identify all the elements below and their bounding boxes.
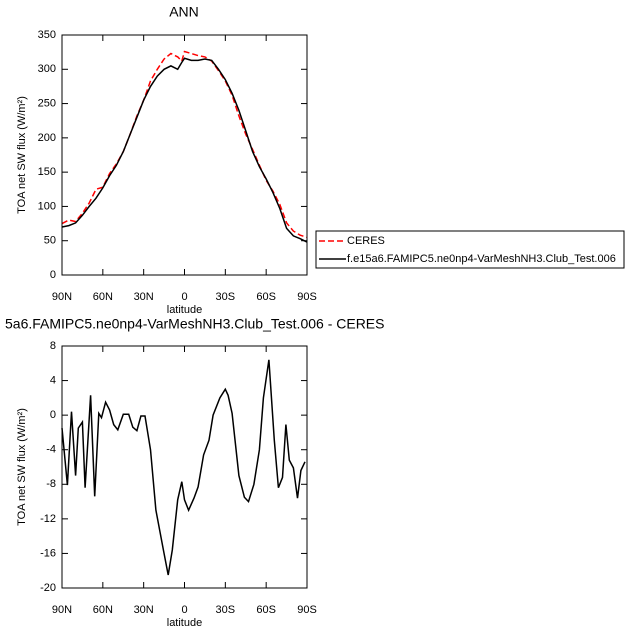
y-tick-label: 300 <box>38 63 56 75</box>
x-tick-label: 60N <box>93 604 113 616</box>
y-tick-label: 350 <box>38 29 56 41</box>
x-tick-label: 30S <box>216 291 236 303</box>
legend-label: CERES <box>347 235 385 247</box>
y-tick-label: 4 <box>50 374 56 386</box>
y-axis-label: TOA net SW flux (W/m²) <box>16 96 28 214</box>
x-tick-label: 90N <box>52 604 72 616</box>
y-tick-label: -12 <box>40 513 56 525</box>
y-tick-label: 8 <box>50 340 56 352</box>
x-tick-label: 0 <box>181 291 187 303</box>
series-line <box>61 57 308 243</box>
x-axis-label: latitude <box>167 617 202 629</box>
series-line <box>61 359 306 576</box>
x-tick-label: 90S <box>297 291 317 303</box>
series-line <box>61 50 308 239</box>
plot-frame <box>61 34 308 276</box>
x-tick-label: 30S <box>216 604 236 616</box>
y-tick-label: -8 <box>46 478 56 490</box>
y-tick-label: -20 <box>40 582 56 594</box>
y-tick-label: 150 <box>38 166 56 178</box>
x-tick-label: 90S <box>297 604 317 616</box>
y-tick-label: 250 <box>38 97 56 109</box>
chart-title: 5a6.FAMIPC5.ne0np4-VarMeshNH3.Club_Test.… <box>5 316 384 332</box>
y-axis-label: TOA net SW flux (W/m²) <box>16 408 28 526</box>
x-tick-label: 0 <box>181 604 187 616</box>
y-tick-label: 100 <box>38 200 56 212</box>
x-tick-label: 30N <box>134 604 154 616</box>
y-tick-label: 50 <box>44 235 56 247</box>
legend-label: f.e15a6.FAMIPC5.ne0np4-VarMeshNH3.Club_T… <box>347 253 616 265</box>
x-tick-label: 30N <box>134 291 154 303</box>
x-tick-label: 60S <box>256 604 276 616</box>
chart-title: ANN <box>169 4 199 20</box>
legend-box <box>315 230 625 269</box>
y-tick-label: 0 <box>50 269 56 281</box>
plot-frame <box>61 345 308 589</box>
y-tick-label: -16 <box>40 547 56 559</box>
y-tick-label: 0 <box>50 409 56 421</box>
y-tick-label: 200 <box>38 132 56 144</box>
x-tick-label: 90N <box>52 291 72 303</box>
x-tick-label: 60S <box>256 291 276 303</box>
x-axis-label: latitude <box>167 304 202 316</box>
y-tick-label: -4 <box>46 444 56 456</box>
x-tick-label: 60N <box>93 291 113 303</box>
